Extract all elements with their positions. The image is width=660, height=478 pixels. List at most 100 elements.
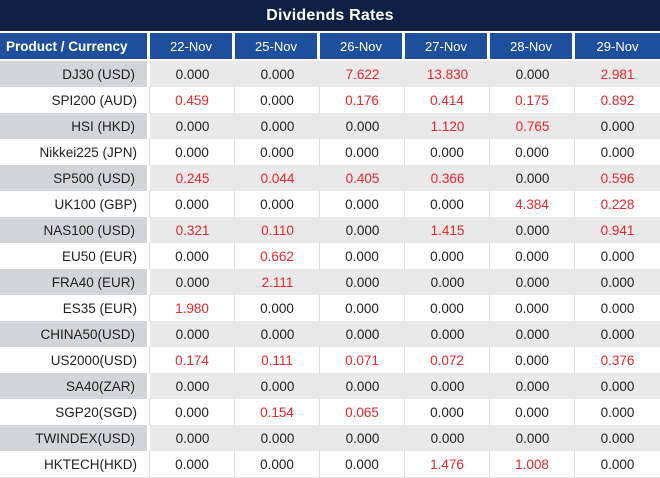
product-label: HKTECH(HKD): [0, 451, 150, 477]
dividend-value: 0.000: [320, 295, 405, 321]
dividend-value: 0.000: [490, 217, 575, 243]
product-label: US2000(USD): [0, 347, 150, 373]
table-title: Dividends Rates: [0, 0, 660, 31]
dividend-value: 0.000: [405, 399, 490, 425]
dividend-value: 0.000: [320, 243, 405, 269]
product-label: Nikkei225 (JPN): [0, 139, 150, 165]
dividend-value: 0.000: [235, 451, 320, 477]
dividend-value: 0.000: [575, 451, 660, 477]
dividend-value: 0.000: [490, 243, 575, 269]
dividend-value: 0.000: [150, 269, 235, 295]
dividend-value: 0.000: [320, 373, 405, 399]
dividend-value: 0.405: [320, 165, 405, 191]
dividend-value: 0.000: [405, 321, 490, 347]
dividend-value: 0.174: [150, 347, 235, 373]
dividend-value: 0.000: [490, 347, 575, 373]
dividend-value: 0.000: [575, 113, 660, 139]
product-label: EU50 (EUR): [0, 243, 150, 269]
dividend-value: 0.000: [405, 295, 490, 321]
dividend-value: 0.110: [235, 217, 320, 243]
column-header-date: 27-Nov: [405, 33, 490, 59]
dividend-value: 0.000: [575, 269, 660, 295]
dividend-value: 0.245: [150, 165, 235, 191]
dividend-value: 0.662: [235, 243, 320, 269]
dividend-value: 1.120: [405, 113, 490, 139]
dividend-value: 0.176: [320, 87, 405, 113]
dividend-value: 0.000: [490, 399, 575, 425]
dividend-value: 0.414: [405, 87, 490, 113]
dividend-value: 0.000: [150, 451, 235, 477]
dividend-value: 0.072: [405, 347, 490, 373]
dividend-value: 0.000: [235, 295, 320, 321]
dividend-value: 0.000: [150, 243, 235, 269]
dividend-value: 0.000: [235, 61, 320, 87]
table-row: US2000(USD) 0.174 0.111 0.071 0.072 0.000 0.37…: [0, 347, 660, 373]
dividend-value: 0.000: [320, 113, 405, 139]
dividend-value: 0.000: [405, 373, 490, 399]
table-header-row: Product / Currency 22-Nov 25-Nov 26-Nov 27-…: [0, 33, 660, 59]
dividend-value: 0.941: [575, 217, 660, 243]
dividend-value: 0.000: [320, 321, 405, 347]
dividend-value: 0.000: [405, 425, 490, 451]
dividend-value: 0.000: [320, 139, 405, 165]
dividend-value: 0.000: [150, 425, 235, 451]
dividend-value: 0.000: [235, 191, 320, 217]
product-label: ES35 (EUR): [0, 295, 150, 321]
dividend-value: 0.000: [320, 451, 405, 477]
dividend-value: 0.000: [150, 373, 235, 399]
table-row: SGP20(SGD) 0.000 0.154 0.065 0.000 0.000 0.000: [0, 399, 660, 425]
table-row: HSI (HKD) 0.000 0.000 0.000 1.120 0.765 0.000: [0, 113, 660, 139]
table-row: NAS100 (USD) 0.321 0.110 0.000 1.415 0.000 0.9…: [0, 217, 660, 243]
product-label: HSI (HKD): [0, 113, 150, 139]
dividend-value: 0.459: [150, 87, 235, 113]
dividend-value: 0.000: [575, 399, 660, 425]
table-row: HKTECH(HKD) 0.000 0.000 0.000 1.476 1.008 0.00…: [0, 451, 660, 478]
product-label: SGP20(SGD): [0, 399, 150, 425]
dividend-value: 0.000: [575, 295, 660, 321]
table-row: CHINA50(USD) 0.000 0.000 0.000 0.000 0.000 0.0…: [0, 321, 660, 347]
product-label: DJ30 (USD): [0, 61, 150, 87]
dividend-value: 0.000: [235, 113, 320, 139]
dividend-value: 7.622: [320, 61, 405, 87]
dividend-value: 0.000: [490, 61, 575, 87]
dividend-value: 0.000: [150, 113, 235, 139]
dividend-value: 1.008: [490, 451, 575, 477]
table-row: ES35 (EUR) 1.980 0.000 0.000 0.000 0.000 0.000: [0, 295, 660, 321]
dividend-value: 0.366: [405, 165, 490, 191]
dividend-value: 0.000: [150, 399, 235, 425]
table-row: SA40(ZAR) 0.000 0.000 0.000 0.000 0.000 0.000: [0, 373, 660, 399]
dividend-value: 0.228: [575, 191, 660, 217]
table-row: FRA40 (EUR) 0.000 2.111 0.000 0.000 0.000 0.00…: [0, 269, 660, 295]
dividend-value: 0.000: [150, 191, 235, 217]
dividend-value: 4.384: [490, 191, 575, 217]
dividend-value: 0.000: [320, 269, 405, 295]
dividend-value: 0.000: [235, 139, 320, 165]
product-label: SPI200 (AUD): [0, 87, 150, 113]
dividend-value: 0.000: [405, 139, 490, 165]
dividend-value: 0.000: [150, 139, 235, 165]
table-row: TWINDEX(USD) 0.000 0.000 0.000 0.000 0.000 0.0…: [0, 425, 660, 451]
table-row: EU50 (EUR) 0.000 0.662 0.000 0.000 0.000 0.000: [0, 243, 660, 269]
dividend-value: 0.111: [235, 347, 320, 373]
dividend-value: 0.000: [405, 191, 490, 217]
dividend-value: 0.321: [150, 217, 235, 243]
dividend-value: 0.000: [490, 295, 575, 321]
column-header-date: 22-Nov: [150, 33, 235, 59]
column-header-date: 25-Nov: [235, 33, 320, 59]
dividend-value: 0.765: [490, 113, 575, 139]
product-label: FRA40 (EUR): [0, 269, 150, 295]
dividend-value: 1.415: [405, 217, 490, 243]
dividend-value: 0.000: [235, 321, 320, 347]
dividend-value: 0.000: [490, 373, 575, 399]
product-label: UK100 (GBP): [0, 191, 150, 217]
dividend-value: 0.376: [575, 347, 660, 373]
dividend-value: 0.000: [575, 243, 660, 269]
dividend-value: 0.000: [150, 321, 235, 347]
product-label: NAS100 (USD): [0, 217, 150, 243]
dividend-value: 0.000: [490, 165, 575, 191]
dividend-value: 0.000: [235, 87, 320, 113]
dividend-value: 0.000: [490, 425, 575, 451]
dividend-value: 13.830: [405, 61, 490, 87]
dividend-value: 0.000: [575, 139, 660, 165]
product-label: CHINA50(USD): [0, 321, 150, 347]
